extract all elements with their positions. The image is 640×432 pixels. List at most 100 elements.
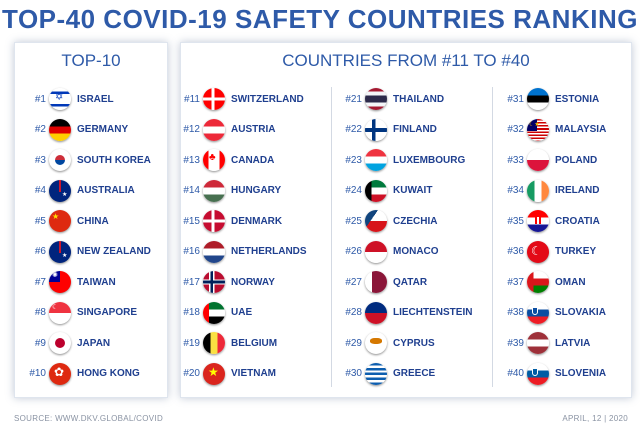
- country-name: TAIWAN: [77, 276, 116, 288]
- rank-label: #37: [507, 276, 524, 288]
- rank-label: #1: [34, 93, 46, 105]
- country-name: CHINA: [77, 215, 109, 227]
- column-divider: [492, 87, 493, 387]
- rank-label: #17: [183, 276, 200, 288]
- list-item: #35 CROATIA: [503, 209, 600, 233]
- list-item: #38 SLOVAKIA: [503, 301, 606, 325]
- rank-label: #15: [183, 215, 200, 227]
- country-name: AUSTRALIA: [77, 185, 135, 196]
- rank-label: #40: [507, 368, 524, 379]
- germany-flag-icon: [49, 118, 71, 141]
- countries-11-40-panel: COUNTRIES FROM #11 TO #40 #11 SWITZERLAND…: [180, 42, 632, 398]
- rank-label: #30: [345, 368, 362, 379]
- cyprus-flag-icon: [365, 332, 387, 354]
- rank-label: #23: [345, 154, 362, 166]
- rank-label: #12: [183, 124, 200, 135]
- country-name: BELGIUM: [231, 337, 278, 349]
- list-item: #27 QATAR: [341, 270, 427, 294]
- rank-label: #34: [507, 185, 524, 196]
- malaysia-flag-icon: ☾★: [527, 118, 549, 141]
- country-name: JAPAN: [77, 337, 111, 349]
- rank-label: #2: [34, 124, 46, 135]
- new-zealand-flag-icon: ★: [49, 240, 71, 263]
- list-item: #5 ★ CHINA: [25, 209, 109, 233]
- country-name: SOUTH KOREA: [77, 154, 151, 166]
- list-item: #24 KUWAIT: [341, 179, 432, 203]
- list-item: #15 DENMARK: [179, 209, 282, 233]
- countries-11-40-title: COUNTRIES FROM #11 TO #40: [282, 51, 530, 70]
- rank-label: #4: [34, 185, 46, 196]
- list-item: #37 OMAN: [503, 270, 586, 294]
- list-item: #17 NORWAY: [179, 270, 275, 294]
- list-item: #33 POLAND: [503, 148, 597, 172]
- rank-label: #27: [345, 276, 362, 288]
- country-name: VIETNAM: [231, 368, 276, 379]
- denmark-flag-icon: [203, 210, 225, 232]
- country-name: AUSTRIA: [231, 124, 276, 135]
- country-name: HONG KONG: [77, 368, 140, 379]
- rank-label: #11: [184, 93, 200, 105]
- belgium-flag-icon: [203, 332, 225, 354]
- list-item: #4 ★ AUSTRALIA: [25, 179, 135, 203]
- list-item: #36 ☾ TURKEY: [503, 240, 596, 264]
- rank-label: #29: [345, 337, 362, 349]
- israel-flag-icon: ✡: [49, 88, 71, 110]
- country-name: OMAN: [555, 276, 586, 288]
- country-name: CZECHIA: [393, 215, 438, 227]
- vietnam-flag-icon: ★: [203, 362, 225, 385]
- monaco-flag-icon: [365, 240, 387, 263]
- turkey-flag-icon: ☾: [527, 240, 549, 263]
- country-name: NETHERLANDS: [231, 246, 307, 257]
- country-name: IRELAND: [555, 185, 600, 196]
- rank-label: #19: [183, 337, 200, 349]
- rank-label: #32: [507, 124, 524, 135]
- rank-label: #7: [34, 276, 46, 288]
- country-name: SINGAPORE: [77, 307, 138, 318]
- country-name: NEW ZEALAND: [77, 246, 151, 257]
- top-10-title: TOP-10: [61, 51, 121, 70]
- rank-label: #26: [345, 246, 362, 257]
- list-item: #20 ★ VIETNAM: [179, 362, 276, 386]
- switzerland-flag-icon: [203, 88, 225, 110]
- rank-label: #9: [34, 337, 46, 349]
- rank-label: #33: [507, 154, 524, 166]
- rank-label: #8: [34, 307, 46, 318]
- rank-label: #13: [183, 154, 200, 166]
- rank-label: #22: [345, 124, 362, 135]
- singapore-flag-icon: ☾: [49, 301, 71, 324]
- list-item: #2 GERMANY: [25, 118, 128, 142]
- country-name: CANADA: [231, 154, 275, 166]
- country-name: POLAND: [555, 154, 598, 166]
- country-name: DENMARK: [231, 215, 283, 227]
- list-item: #13 ♣ CANADA: [179, 148, 274, 172]
- slovakia-flag-icon: [527, 301, 549, 324]
- list-item: #34 IRELAND: [503, 179, 599, 203]
- country-name: CROATIA: [555, 215, 600, 227]
- netherlands-flag-icon: [203, 240, 225, 263]
- thailand-flag-icon: [365, 88, 387, 110]
- country-name: LATVIA: [555, 337, 591, 349]
- list-item: #23 LUXEMBOURG: [341, 148, 465, 172]
- rank-label: #24: [345, 185, 362, 196]
- rank-label: #35: [507, 215, 524, 227]
- list-item: #8 ☾ SINGAPORE: [25, 301, 137, 325]
- country-name: QATAR: [393, 276, 428, 288]
- country-name: MONACO: [393, 246, 439, 257]
- rank-label: #21: [345, 93, 362, 105]
- rank-label: #6: [34, 246, 46, 257]
- country-name: MALAYSIA: [555, 124, 607, 135]
- estonia-flag-icon: [527, 88, 549, 110]
- rank-label: #14: [183, 185, 200, 196]
- list-item: #16 NETHERLANDS: [179, 240, 307, 264]
- country-name: KUWAIT: [393, 185, 433, 196]
- rank-label: #16: [183, 246, 200, 257]
- country-name: HUNGARY: [231, 185, 282, 196]
- top-10-panel: TOP-10 #1 ✡ ISRAEL #2 GERMANY #3 SOUTH KOREA #4…: [14, 42, 168, 398]
- list-item: #32 ☾★ MALAYSIA: [503, 118, 606, 142]
- czechia-flag-icon: [365, 210, 387, 232]
- liechtenstein-flag-icon: [365, 301, 387, 324]
- list-item: #25 CZECHIA: [341, 209, 437, 233]
- list-item: #14 HUNGARY: [179, 179, 281, 203]
- country-name: NORWAY: [231, 276, 275, 288]
- rank-label: #5: [34, 215, 46, 227]
